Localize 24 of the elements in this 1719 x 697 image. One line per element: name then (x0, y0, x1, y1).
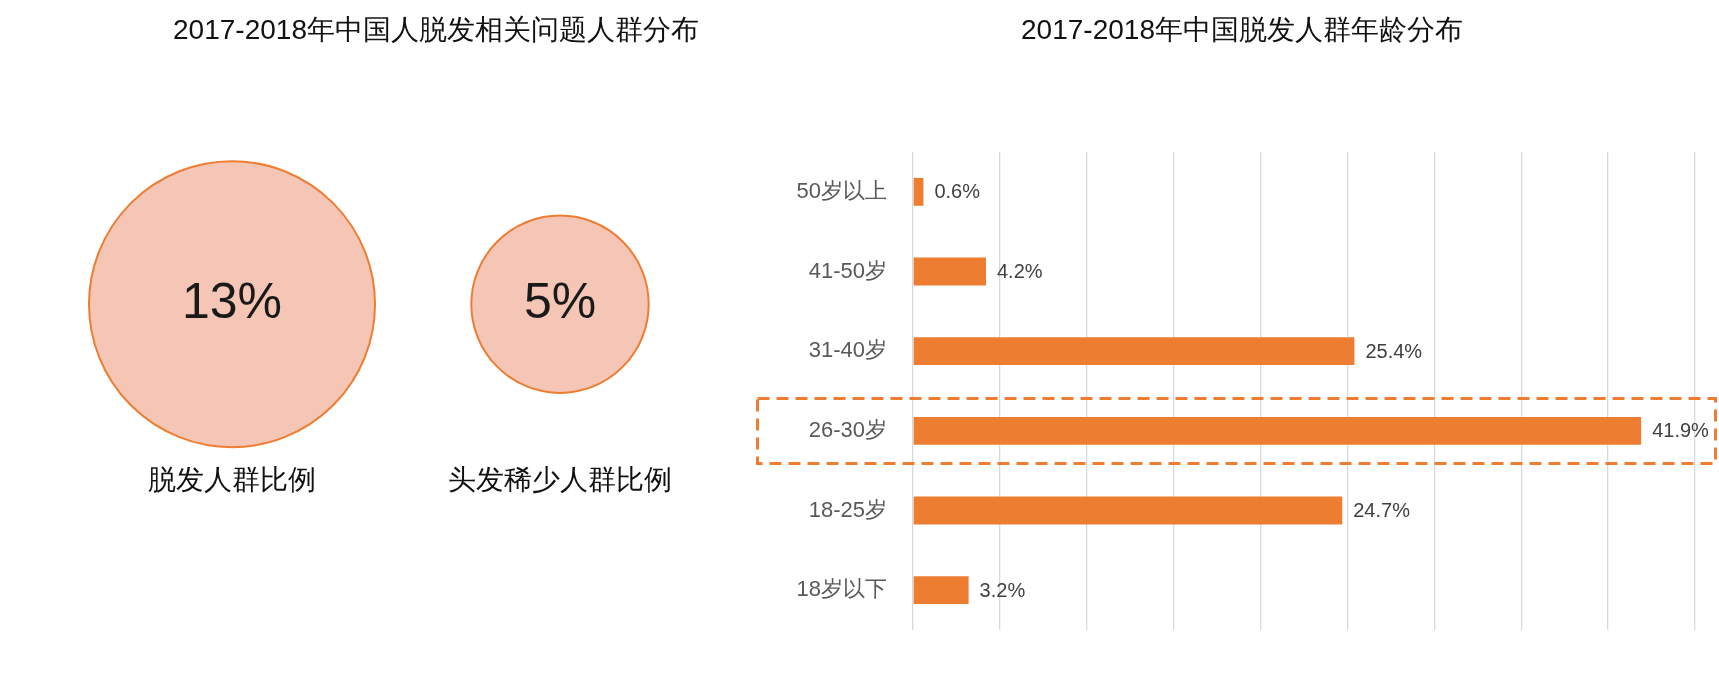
y-tick-label: 41-50岁 (808, 257, 887, 283)
text: 2017-2018年中国人脱发相关问题人群分布 (172, 13, 700, 47)
category-label: 头发稀少人群比例 (448, 463, 672, 495)
y-tick-label: 50岁以上 (796, 177, 887, 203)
data-label: 41.9% (1652, 419, 1710, 442)
data-label: 13% (181, 272, 283, 329)
data-label: 4.2% (996, 260, 1043, 283)
category-label: 脱发人群比例 (148, 463, 316, 495)
data-label: 0.6% (934, 180, 981, 203)
data-label: 5% (523, 272, 597, 329)
bar (913, 257, 986, 286)
y-tick-label: 26-30岁 (808, 416, 887, 442)
data-label: 25.4% (1365, 339, 1423, 362)
data-label: 3.2% (979, 578, 1026, 601)
y-tick-label: 31-40岁 (808, 337, 887, 363)
bar (913, 576, 969, 605)
bar (913, 416, 1642, 445)
bar (913, 496, 1343, 525)
bar (913, 337, 1355, 366)
bar (913, 177, 924, 206)
chart-title: 2017-2018年中国脱发人群年龄分布 (1020, 13, 1464, 47)
y-tick-label: 18-25岁 (808, 496, 887, 522)
data-label: 24.7% (1353, 499, 1411, 522)
y-tick-label: 18岁以下 (796, 576, 887, 602)
